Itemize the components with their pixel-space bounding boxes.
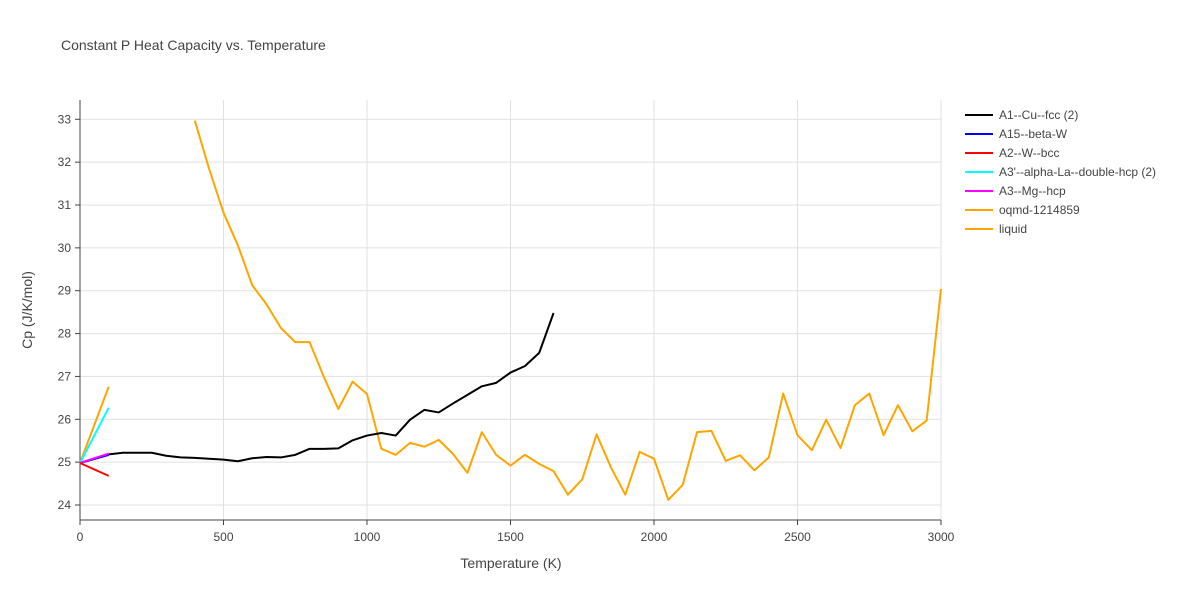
legend-label: A1--Cu--fcc (2) [999,108,1078,122]
legend-item[interactable]: A1--Cu--fcc (2) [965,108,1078,122]
series-line-a1-cu-fcc-2 [79,312,555,464]
series-line-liquid [193,120,942,501]
series-line-a2-w-bcc [79,462,110,477]
legend-label: A3--Mg--hcp [999,184,1066,198]
chart-title: Constant P Heat Capacity vs. Temperature [61,37,326,53]
legend-item[interactable]: A15--beta-W [965,127,1068,141]
y-tick-label: 24 [58,498,72,512]
y-tick-label: 31 [58,198,72,212]
legend-label: A15--beta-W [999,127,1068,141]
grid [80,100,942,520]
legend-item[interactable]: liquid [965,222,1027,236]
y-tick-label: 26 [58,412,72,426]
x-tick-label: 1500 [497,530,524,544]
y-tick-label: 27 [58,369,72,383]
legend[interactable]: A1--Cu--fcc (2) A15--beta-W A2--W--bcc A3'-… [965,108,1156,236]
legend-item[interactable]: A3--Mg--hcp [965,184,1066,198]
legend-item[interactable]: oqmd-1214859 [965,203,1080,217]
y-tick-label: 33 [58,112,72,126]
y-tick-label: 25 [58,455,72,469]
legend-label: A3'--alpha-La--double-hcp (2) [999,165,1156,179]
series-layer [79,120,942,501]
y-tick-label: 28 [58,327,72,341]
series-line-a3-alpha-la-double-hcp-2 [79,407,110,464]
y-tick-label: 30 [58,241,72,255]
x-tick-label: 2000 [641,530,668,544]
x-tick-label: 1000 [354,530,381,544]
legend-label: A2--W--bcc [999,146,1059,160]
x-tick-label: 3000 [928,530,955,544]
legend-item[interactable]: A2--W--bcc [965,146,1059,160]
legend-label: liquid [999,222,1027,236]
ticks: 0 500 1000 1500 2000 2500 3000 24 25 26 27 28 29 30 31… [58,112,955,544]
x-tick-label: 0 [77,530,84,544]
legend-item[interactable]: A3'--alpha-La--double-hcp (2) [965,165,1156,179]
series-line-a3-mg-hcp [79,452,110,464]
x-tick-label: 500 [213,530,233,544]
x-tick-label: 2500 [784,530,811,544]
x-axis-label: Temperature (K) [460,555,561,571]
legend-label: oqmd-1214859 [999,203,1080,217]
y-tick-label: 29 [58,284,72,298]
y-tick-label: 32 [58,155,72,169]
series-line-oqmd-1214859 [79,386,110,464]
y-axis-label: Cp (J/K/mol) [19,271,35,349]
